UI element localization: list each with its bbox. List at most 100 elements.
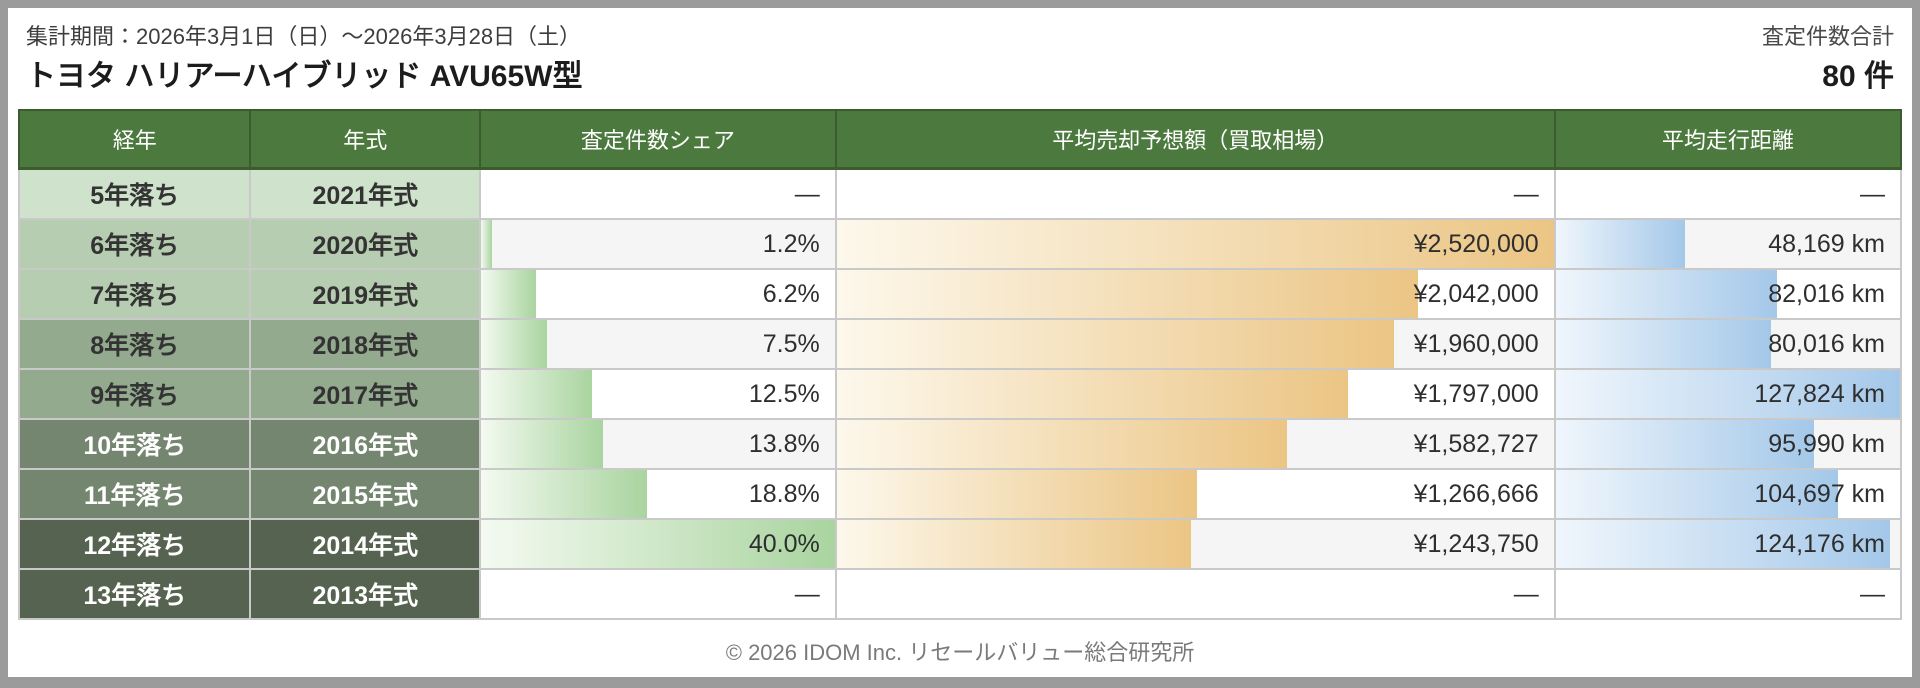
mileage-bar [1556,470,1838,517]
price-bar [837,520,1191,567]
mileage-cell: 80,016 km [1553,317,1903,370]
mileage-bar [1556,370,1899,417]
table-row: 9年落ち 2017年式 12.5% ¥1,797,000 127,824 km [17,367,1903,420]
column-header-age: 経年 [17,108,252,170]
share-bar [482,370,592,417]
price-cell-value: ¥2,520,000 [1413,229,1539,258]
year-cell: 2018年式 [249,317,482,370]
table-row: 8年落ち 2018年式 7.5% ¥1,960,000 80,016 km [17,317,1903,370]
share-cell: 12.5% [479,367,837,420]
price-bar [837,420,1288,467]
column-header-mileage: 平均走行距離 [1553,108,1903,170]
mileage-cell-value: 124,176 km [1754,529,1885,558]
table-row: 11年落ち 2015年式 18.8% ¥1,266,666 104,697 km [17,467,1903,520]
mileage-bar [1556,220,1686,267]
price-cell: ¥1,243,750 [834,517,1556,570]
share-bar [482,520,834,567]
mileage-bar [1556,270,1777,317]
total-assessments-value: 80 件 [1822,59,1894,93]
age-cell: 12年落ち [17,517,252,570]
share-cell-value: 1.2% [762,229,820,258]
price-cell-value: ¥1,960,000 [1413,329,1539,358]
table-row: 5年落ち 2021年式 — — — [17,167,1903,220]
share-bar [482,270,536,317]
share-cell-value: 7.5% [762,329,820,358]
share-cell: — [479,167,837,220]
mileage-cell-value: — [1860,579,1885,608]
mileage-bar [1556,420,1815,467]
price-cell-value: — [1513,179,1539,208]
price-cell: ¥1,960,000 [834,317,1556,370]
mileage-cell-value: — [1860,179,1885,208]
table-row: 7年落ち 2019年式 6.2% ¥2,042,000 82,016 km [17,267,1903,320]
year-cell: 2021年式 [249,167,482,220]
share-cell-value: — [794,179,820,208]
share-cell: — [479,567,837,620]
year-cell: 2016年式 [249,417,482,470]
mileage-cell: 104,697 km [1553,467,1903,520]
aggregation-period: 集計期間：2026年3月1日（日）～2026年3月28日（土） [26,24,582,49]
price-bar [837,320,1395,367]
price-cell: ¥2,042,000 [834,267,1556,320]
mileage-cell: 48,169 km [1553,217,1903,270]
share-bar [482,420,604,467]
age-cell: 8年落ち [17,317,252,370]
year-cell: 2020年式 [249,217,482,270]
share-cell: 18.8% [479,467,837,520]
price-cell: ¥1,582,727 [834,417,1556,470]
share-cell-value: 13.8% [748,429,820,458]
age-cell: 11年落ち [17,467,252,520]
share-bar [482,320,548,367]
share-cell-value: 6.2% [762,279,820,308]
share-cell-value: 18.8% [748,479,820,508]
table-row: 10年落ち 2016年式 13.8% ¥1,582,727 95,990 km [17,417,1903,470]
share-cell-value: 12.5% [748,379,820,408]
year-cell: 2013年式 [249,567,482,620]
age-cell: 9年落ち [17,367,252,420]
mileage-cell: 124,176 km [1553,517,1903,570]
share-bar [482,220,492,267]
price-cell-value: ¥2,042,000 [1413,279,1539,308]
mileage-cell-value: 48,169 km [1768,229,1885,258]
price-cell: — [834,567,1556,620]
mileage-cell-value: 80,016 km [1768,329,1885,358]
mileage-bar [1556,320,1772,367]
price-bar [837,470,1198,517]
price-cell-value: ¥1,582,727 [1413,429,1539,458]
share-bar [482,470,648,517]
price-cell: ¥1,797,000 [834,367,1556,420]
year-cell: 2017年式 [249,367,482,420]
mileage-cell-value: 95,990 km [1768,429,1885,458]
price-cell: ¥2,520,000 [834,217,1556,270]
column-header-share: 査定件数シェア [479,108,837,170]
mileage-cell-value: 104,697 km [1754,479,1885,508]
mileage-bar [1556,520,1891,567]
table-body: 5年落ち 2021年式 — — — 6年落ち 2020年式 1.2% ¥2,520,000 48,… [17,167,1903,620]
age-cell: 10年落ち [17,417,252,470]
mileage-cell-value: 82,016 km [1768,279,1885,308]
price-cell-value: ¥1,243,750 [1413,529,1539,558]
price-cell-value: ¥1,797,000 [1413,379,1539,408]
header-left: 集計期間：2026年3月1日（日）～2026年3月28日（土） トヨタ ハリアー… [26,22,582,96]
share-cell-value: 40.0% [748,529,820,558]
page-header: 集計期間：2026年3月1日（日）～2026年3月28日（土） トヨタ ハリアー… [18,8,1902,96]
price-cell: ¥1,266,666 [834,467,1556,520]
mileage-cell: 82,016 km [1553,267,1903,320]
share-cell: 1.2% [479,217,837,270]
copyright-footer: © 2026 IDOM Inc. リセールバリュー総合研究所 [725,639,1195,665]
table-row: 6年落ち 2020年式 1.2% ¥2,520,000 48,169 km [17,217,1903,270]
age-cell: 13年落ち [17,567,252,620]
table-header: 経年 年式 査定件数シェア 平均売却予想額（買取相場） 平均走行距離 [17,108,1903,170]
year-cell: 2015年式 [249,467,482,520]
mileage-cell: 95,990 km [1553,417,1903,470]
page-title: トヨタ ハリアーハイブリッド AVU65W型 [26,59,583,93]
column-header-price: 平均売却予想額（買取相場） [834,108,1556,170]
age-cell: 6年落ち [17,217,252,270]
age-cell: 7年落ち [17,267,252,320]
header-right: 査定件数合計 80 件 [1762,22,1894,96]
share-cell-value: — [794,579,820,608]
total-assessments-label: 査定件数合計 [1761,24,1894,49]
share-cell: 13.8% [479,417,837,470]
share-cell: 40.0% [479,517,837,570]
